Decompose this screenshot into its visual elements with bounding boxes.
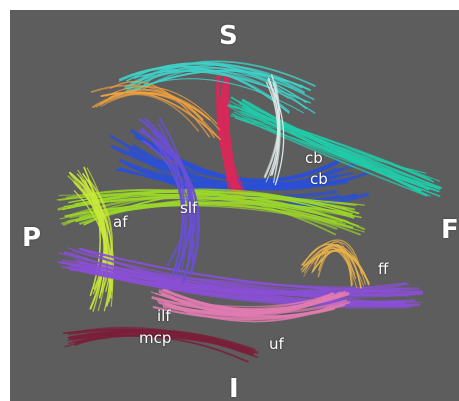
teal-top-fiber	[126, 62, 307, 104]
purple-mid-fiber	[138, 129, 201, 276]
tract-label-ff: ff	[378, 260, 389, 278]
slf-bundle-fiber	[78, 201, 338, 230]
cst-bundle-fiber	[215, 76, 245, 196]
purple-mid-fiber	[143, 140, 183, 278]
orientation-inferior-label: I	[229, 374, 239, 401]
ilf-bundle-fiber	[78, 247, 424, 293]
orange-top-fiber	[90, 84, 215, 139]
uf-bundle-fiber	[164, 289, 348, 314]
ilf-bundle-fiber	[81, 249, 423, 298]
cb-bundle-fiber	[234, 117, 441, 191]
cst-bundle-fiber	[225, 76, 242, 201]
ff-bundle-fiber	[300, 239, 363, 275]
white-top-fiber	[265, 81, 279, 177]
mcp-bundle-fiber	[69, 331, 245, 354]
teal-top-fiber	[126, 60, 316, 90]
tract-label-slf: slf	[180, 199, 198, 217]
af-bundle-fiber	[82, 173, 108, 299]
orange-top-fiber	[105, 85, 218, 125]
purple-mid-fiber	[152, 131, 192, 267]
af-bundle-fiber	[86, 167, 114, 307]
white-top-fiber	[269, 83, 285, 186]
teal-top-fiber	[118, 65, 290, 114]
purple-mid-fiber	[149, 136, 187, 278]
tract-label-uf: uf	[269, 335, 284, 353]
cst-bundle-fiber	[218, 79, 250, 202]
cb-bundle-fiber	[228, 100, 421, 182]
ilf-bundle-fiber	[60, 265, 408, 306]
orientation-superior-label: S	[219, 21, 238, 51]
tract-label-cb-lower: cb	[310, 170, 328, 188]
ilf-bundle-fiber	[63, 251, 406, 304]
orange-top-fiber	[91, 93, 219, 138]
mcp-bundle-fiber	[75, 331, 259, 359]
orientation-posterior-label: P	[22, 223, 42, 253]
white-top-fiber	[268, 77, 280, 176]
ff-bundle-fiber	[303, 250, 370, 286]
fiber-bundles	[56, 60, 443, 363]
slf-bundle-fiber	[83, 191, 360, 226]
teal-top-fiber	[128, 69, 311, 94]
orientation-frontal-label: F	[441, 215, 459, 245]
ff-bundle-fiber	[300, 244, 354, 286]
tract-label-ilf: ilf	[157, 307, 171, 325]
fiber-tract-rendering	[56, 60, 443, 363]
uf-bundle-fiber	[158, 301, 333, 323]
af-bundle-fiber	[87, 179, 114, 294]
ilf-bundle-fiber	[60, 261, 421, 297]
orange-top-fiber	[100, 91, 211, 121]
orange-top-fiber	[109, 81, 211, 138]
ff-bundle-fiber	[317, 249, 356, 278]
slf-bundle-fiber	[82, 188, 361, 236]
tract-label-cb-upper: cb	[305, 149, 323, 167]
mcp-bundle-fiber	[67, 328, 253, 351]
af-bundle-fiber	[72, 180, 106, 295]
orange-top-fiber	[100, 93, 218, 137]
tract-label-mcp: mcp	[139, 329, 172, 347]
ff-bundle-fiber	[317, 241, 353, 276]
tract-label-af: af	[113, 213, 128, 231]
orange-top-fiber	[95, 91, 221, 131]
teal-top-fiber	[123, 62, 305, 93]
tractography-figure: S P F I cb cb af slf ff ilf mcp uf	[10, 10, 459, 401]
uf-bundle-fiber	[164, 292, 334, 316]
cb-bundle-fiber	[227, 104, 434, 183]
ilf-bundle-fiber	[60, 261, 420, 290]
ff-bundle-fiber	[318, 244, 357, 280]
orange-top-fiber	[99, 88, 204, 121]
